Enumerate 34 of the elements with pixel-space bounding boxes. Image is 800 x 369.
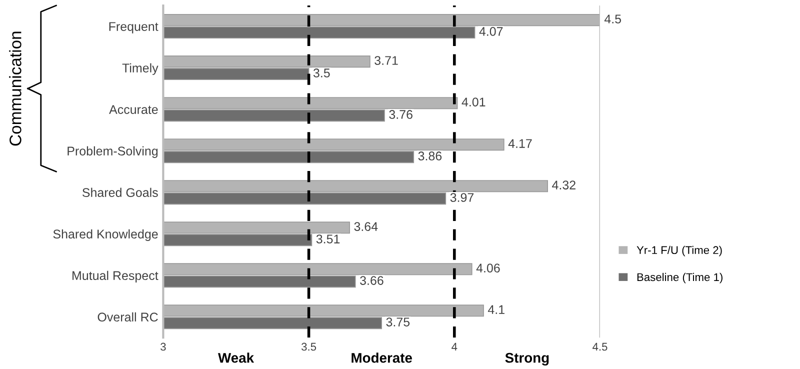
data-label: 4.1 [488,305,504,314]
x-tick-label: 3 [160,342,166,351]
y-tick-label: Shared Knowledge [53,229,158,241]
y-tick-label: Frequent [109,22,158,34]
data-label: 4.07 [479,27,503,36]
text: Weak [218,352,254,363]
legend-label: Yr-1 F/U (Time 2) [636,246,722,256]
data-label: 3.97 [450,193,474,202]
data-label: 3.5 [313,68,330,78]
data-label: 3.66 [360,276,384,285]
data-label: 3.86 [418,152,442,160]
y-tick-label: Problem-Solving [68,146,158,158]
y-tick-label: Shared Goals [82,188,158,197]
data-label: 3.64 [354,222,378,231]
x-tick-label: 3.5 [302,342,316,351]
text: Strong [505,352,549,366]
data-label: 3.76 [389,110,412,119]
text: Moderate [352,352,412,363]
x-tick-label: 4.5 [592,342,608,351]
data-label: 4.06 [476,264,500,272]
y-tick-label: Overall RC [98,312,158,322]
y-tick-label: Accurate [109,105,158,114]
data-label: 4.01 [462,98,486,106]
y-tick-label: Timely [122,63,158,75]
data-label: 4.17 [508,139,532,148]
data-label: 4.32 [552,180,576,190]
data-label: 4.5 [604,14,622,24]
legend-label: Baseline (Time 1) [637,272,722,284]
text: Communication [9,32,22,146]
y-tick-label: Mutual Respect [72,270,158,282]
data-label: 3.75 [386,318,410,326]
data-label: 3.51 [316,234,340,244]
x-tick-label: 4 [452,342,458,351]
data-label: 3.71 [374,56,398,65]
